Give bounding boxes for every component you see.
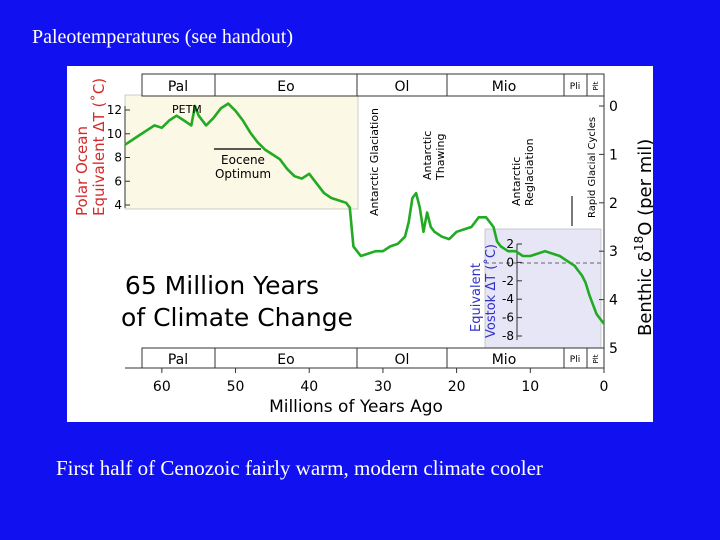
right-tick-label: 3: [609, 244, 618, 260]
epoch-label-top: Eo: [277, 79, 294, 95]
epoch-label-top: Mio: [492, 79, 517, 95]
vostok-axis-label-2: Vostok ΔT (˚C): [483, 244, 499, 338]
climate-figure: Pal Eo Ol Mio Pli Plt Pal Eo Ol Mio Pli …: [67, 66, 653, 422]
vostok-tick-label: -2: [502, 274, 514, 288]
x-tick-label: 10: [521, 379, 539, 395]
epoch-label-bottom: Mio: [492, 352, 517, 368]
right-tick-label: 2: [609, 196, 618, 212]
annotation-reglaciation-1: Antarctic: [510, 157, 523, 206]
epoch-label-top: Pal: [168, 79, 188, 95]
right-axis-label: Benthic δ18O (per mil): [632, 139, 653, 336]
left-tick-label: 4: [114, 198, 122, 212]
annotation-rapid-cycles: Rapid Glacial Cycles: [587, 117, 598, 218]
epoch-bar-bottom: Pal Eo Ol Mio Pli Plt: [141, 347, 605, 369]
right-axis-ticks: 0 1 2 3 4 5: [599, 99, 618, 357]
slide-title: Paleotemperatures (see handout): [32, 26, 294, 48]
left-tick-label: 8: [114, 151, 122, 165]
x-tick-label: 0: [600, 379, 609, 395]
x-tick-label: 40: [300, 379, 318, 395]
annotation-eocene-2: Optimum: [215, 167, 271, 181]
epoch-label-bottom: Eo: [277, 352, 294, 368]
x-tick-label: 60: [153, 379, 171, 395]
epoch-label-bottom: Pal: [168, 352, 188, 368]
vostok-tick-label: 2: [506, 237, 514, 251]
x-axis-label: Millions of Years Ago: [269, 397, 443, 417]
annotation-reglaciation-2: Reglaciation: [523, 138, 536, 206]
vostok-tick-label: -8: [502, 329, 514, 343]
x-tick-label: 50: [227, 379, 245, 395]
annotation-petm: PETM: [172, 103, 202, 116]
epoch-label-bottom: Ol: [395, 352, 410, 368]
left-axis-label-2: Equivalent ΔT (˚C): [90, 78, 108, 216]
epoch-bar-top: Pal Eo Ol Mio Pli Plt: [141, 73, 605, 97]
x-tick-label: 20: [448, 379, 466, 395]
vostok-axis-label-1: Equivalent: [469, 263, 484, 332]
slide-caption: First half of Cenozoic fairly warm, mode…: [56, 456, 543, 480]
chart-title-line2: of Climate Change: [121, 303, 353, 332]
left-tick-label: 6: [114, 174, 122, 188]
chart-title-line1: 65 Million Years: [125, 271, 319, 300]
vostok-tick-label: -6: [502, 311, 514, 325]
right-tick-label: 1: [609, 147, 618, 163]
annotation-antarctic-glaciation: Antarctic Glaciation: [368, 108, 381, 216]
right-tick-label: 4: [609, 293, 618, 309]
epoch-label-bottom: Plt: [592, 354, 600, 363]
x-tick-label: 30: [374, 379, 392, 395]
left-tick-label: 12: [107, 103, 122, 117]
vostok-axis-ticks: 2 0 -2 -4 -6 -8: [502, 237, 522, 343]
annotation-thawing-1: Antarctic: [421, 131, 434, 180]
climate-chart: Pal Eo Ol Mio Pli Plt Pal Eo Ol Mio Pli …: [73, 73, 653, 417]
series-line: [124, 102, 606, 325]
epoch-label-top: Plt: [592, 81, 600, 90]
vostok-tick-label: 0: [506, 255, 514, 269]
annotation-eocene-1: Eocene: [221, 153, 265, 167]
epoch-label-top: Ol: [395, 79, 410, 95]
polar-ocean-panel: [124, 94, 359, 210]
right-tick-label: 0: [609, 99, 618, 115]
right-tick-label: 5: [609, 341, 618, 357]
annotation-thawing-2: Thawing: [434, 134, 447, 181]
left-axis-ticks: 12 10 8 6 4: [107, 103, 130, 212]
left-axis-label-1: Polar Ocean: [73, 126, 91, 216]
epoch-label-bottom: Pli: [570, 355, 580, 365]
left-tick-label: 10: [107, 127, 122, 141]
epoch-label-top: Pli: [570, 82, 580, 92]
x-axis-ticks: 60 50 40 30 20 10 0: [153, 368, 609, 395]
vostok-tick-label: -4: [502, 292, 514, 306]
